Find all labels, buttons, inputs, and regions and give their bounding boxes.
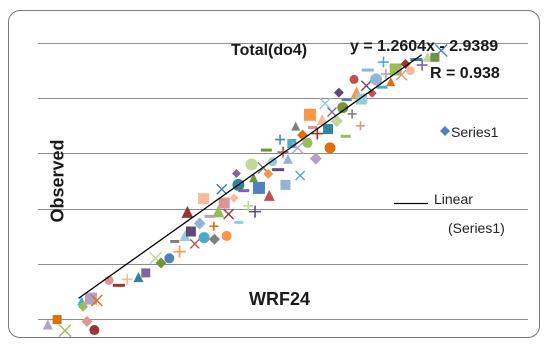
data-point — [275, 134, 286, 145]
chart-frame — [8, 10, 540, 338]
data-point — [360, 80, 372, 92]
data-point — [410, 58, 423, 62]
data-point — [78, 301, 89, 312]
r-value-label: R = 0.938 — [430, 65, 500, 82]
legend-series-swatch — [440, 126, 450, 136]
data-point — [42, 319, 53, 330]
data-point — [198, 193, 210, 205]
data-point — [164, 253, 175, 264]
data-point — [340, 134, 351, 138]
data-point — [229, 193, 239, 203]
data-point — [361, 68, 374, 72]
data-point — [252, 181, 265, 194]
data-point — [141, 268, 151, 278]
data-point — [204, 214, 215, 218]
data-point — [90, 294, 103, 307]
data-point — [198, 232, 210, 244]
data-point — [208, 233, 220, 245]
data-point — [218, 197, 230, 209]
data-point — [155, 257, 167, 269]
data-point — [212, 205, 225, 218]
legend-series-label: Series1 — [451, 124, 499, 140]
data-point — [221, 230, 232, 241]
data-point — [309, 152, 322, 165]
data-point — [434, 43, 448, 57]
data-point — [430, 52, 440, 62]
data-point — [112, 283, 125, 287]
data-point — [349, 74, 359, 84]
data-point — [245, 158, 258, 171]
data-point — [179, 230, 191, 242]
data-point — [58, 324, 72, 338]
data-point — [405, 66, 415, 76]
data-point — [370, 73, 383, 86]
data-point — [170, 239, 180, 243]
y-axis-label: Observed — [47, 139, 68, 223]
data-point — [287, 138, 297, 148]
data-point — [307, 125, 317, 129]
data-point — [333, 87, 344, 98]
data-point — [260, 148, 272, 152]
data-point — [89, 325, 100, 336]
data-point — [238, 189, 250, 193]
data-point — [185, 226, 196, 237]
data-point — [355, 93, 367, 105]
data-point — [291, 121, 301, 131]
data-point — [330, 115, 343, 128]
data-point — [291, 141, 305, 155]
data-point — [173, 245, 186, 258]
data-point — [316, 113, 328, 125]
data-point — [302, 137, 313, 148]
data-point — [121, 273, 133, 285]
data-point — [52, 315, 62, 325]
data-point — [263, 168, 274, 179]
data-point — [422, 51, 433, 62]
data-point — [280, 179, 291, 190]
trendline-equation: y = 1.2604x - 2.9389 — [350, 38, 499, 55]
data-point — [223, 208, 235, 220]
data-point — [249, 173, 259, 183]
data-point — [376, 85, 388, 89]
data-point — [209, 221, 219, 231]
data-point — [133, 272, 144, 283]
data-point — [341, 98, 352, 102]
data-point — [303, 108, 316, 121]
data-point — [323, 124, 334, 135]
data-point — [324, 142, 336, 154]
data-point — [243, 200, 254, 211]
legend-trend-label-2: (Series1) — [448, 220, 505, 236]
data-point — [347, 109, 357, 119]
data-point — [189, 238, 200, 249]
data-point — [84, 292, 97, 305]
data-point — [181, 205, 194, 218]
data-point — [234, 220, 244, 224]
data-point — [231, 169, 241, 179]
chart-title: Total(do4) — [231, 42, 308, 59]
data-point — [380, 68, 391, 79]
data-point — [355, 121, 365, 131]
data-point — [416, 59, 428, 71]
data-point — [295, 170, 306, 181]
data-point — [193, 217, 206, 230]
trendline — [78, 54, 423, 299]
data-point — [400, 58, 411, 69]
data-point — [386, 77, 396, 87]
data-point — [272, 168, 285, 172]
data-point — [249, 205, 262, 218]
data-point — [263, 189, 275, 201]
data-point — [282, 153, 293, 164]
x-axis-label: WRF24 — [249, 289, 311, 309]
data-point — [319, 97, 332, 110]
data-point — [216, 183, 228, 195]
legend-trend-label: Linear — [434, 191, 473, 207]
data-point — [377, 56, 389, 68]
data-point — [277, 146, 289, 158]
data-point — [337, 102, 349, 114]
data-point — [327, 107, 337, 117]
data-point — [81, 315, 93, 327]
